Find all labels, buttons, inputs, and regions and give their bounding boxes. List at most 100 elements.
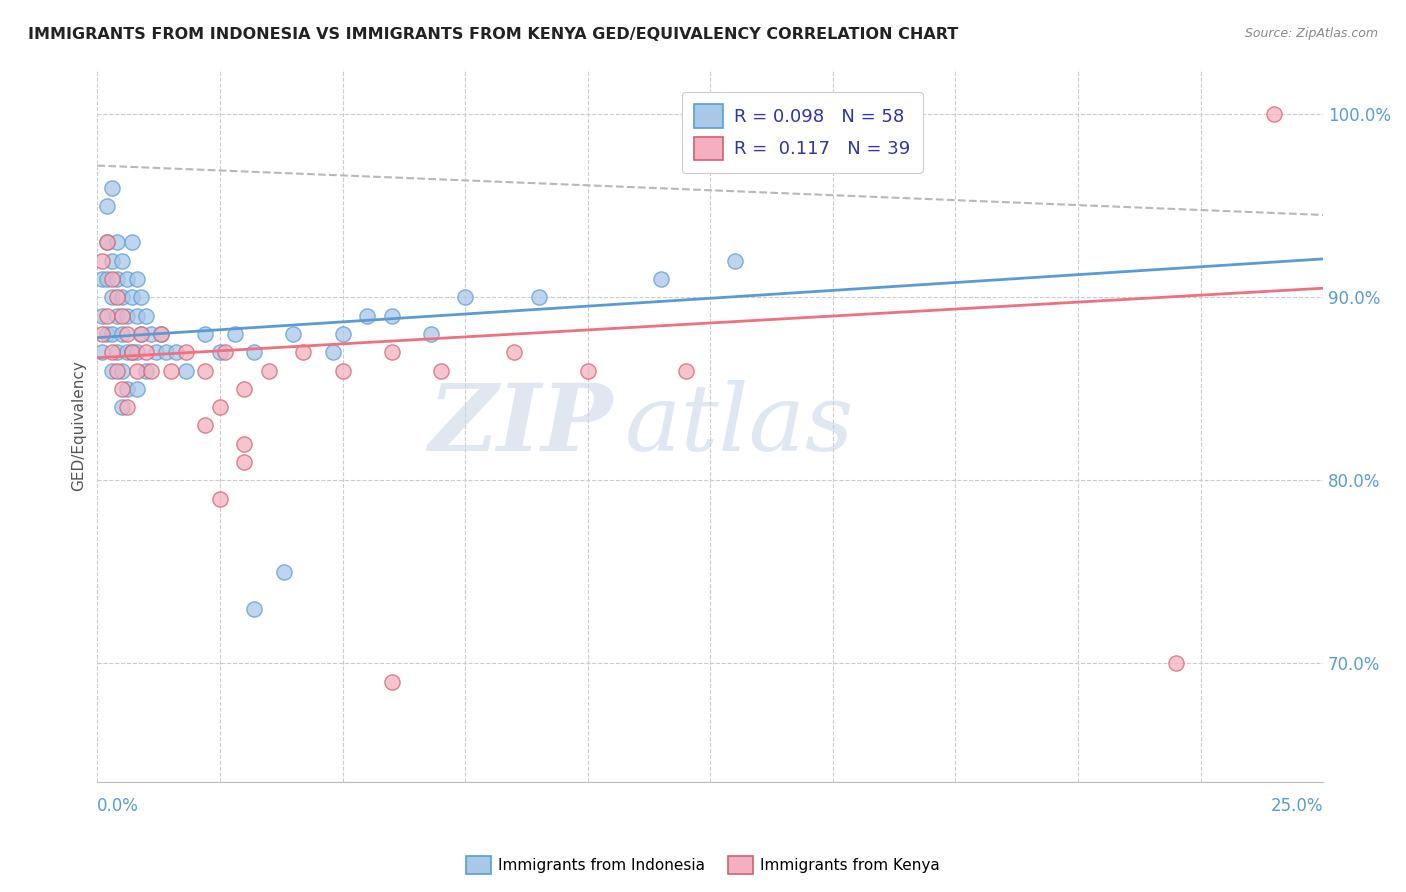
- Point: [91, 326, 114, 341]
- Point: [208, 345, 231, 359]
- Point: [105, 235, 128, 250]
- Point: [125, 272, 148, 286]
- Point: [91, 253, 114, 268]
- Point: [111, 253, 134, 268]
- Point: [243, 601, 266, 615]
- Point: [105, 290, 128, 304]
- Point: [115, 400, 138, 414]
- Point: [174, 363, 197, 377]
- Point: [194, 418, 217, 433]
- Point: [283, 326, 305, 341]
- Point: [105, 345, 128, 359]
- Point: [111, 382, 134, 396]
- Point: [115, 382, 138, 396]
- Point: [105, 309, 128, 323]
- Text: Source: ZipAtlas.com: Source: ZipAtlas.com: [1244, 27, 1378, 40]
- Point: [503, 345, 526, 359]
- Point: [101, 290, 124, 304]
- Point: [380, 674, 402, 689]
- Point: [332, 363, 354, 377]
- Point: [194, 326, 217, 341]
- Point: [1164, 657, 1187, 671]
- Point: [101, 363, 124, 377]
- Point: [131, 326, 153, 341]
- Point: [160, 363, 183, 377]
- Point: [96, 235, 118, 250]
- Point: [111, 326, 134, 341]
- Text: 25.0%: 25.0%: [1271, 797, 1323, 815]
- Text: ZIP: ZIP: [427, 381, 612, 470]
- Point: [91, 345, 114, 359]
- Point: [121, 345, 143, 359]
- Point: [131, 290, 153, 304]
- Point: [125, 309, 148, 323]
- Point: [419, 326, 441, 341]
- Point: [125, 382, 148, 396]
- Point: [233, 455, 256, 469]
- Point: [141, 363, 163, 377]
- Text: 0.0%: 0.0%: [97, 797, 139, 815]
- Point: [101, 345, 124, 359]
- Point: [135, 309, 157, 323]
- Point: [111, 400, 134, 414]
- Point: [214, 345, 236, 359]
- Point: [121, 290, 143, 304]
- Point: [224, 326, 246, 341]
- Point: [115, 309, 138, 323]
- Point: [125, 363, 148, 377]
- Point: [356, 309, 378, 323]
- Point: [101, 326, 124, 341]
- Point: [105, 272, 128, 286]
- Point: [1263, 107, 1285, 121]
- Point: [208, 400, 231, 414]
- Point: [125, 345, 148, 359]
- Point: [724, 253, 747, 268]
- Point: [233, 437, 256, 451]
- Point: [208, 491, 231, 506]
- Point: [527, 290, 550, 304]
- Point: [111, 290, 134, 304]
- Point: [650, 272, 672, 286]
- Point: [145, 345, 167, 359]
- Y-axis label: GED/Equivalency: GED/Equivalency: [72, 360, 86, 491]
- Legend: R = 0.098   N = 58, R =  0.117   N = 39: R = 0.098 N = 58, R = 0.117 N = 39: [682, 92, 922, 172]
- Point: [454, 290, 477, 304]
- Point: [141, 326, 163, 341]
- Point: [96, 199, 118, 213]
- Text: atlas: atlas: [624, 381, 853, 470]
- Point: [111, 309, 134, 323]
- Point: [115, 345, 138, 359]
- Point: [155, 345, 177, 359]
- Point: [115, 326, 138, 341]
- Point: [115, 272, 138, 286]
- Point: [675, 363, 697, 377]
- Point: [135, 363, 157, 377]
- Point: [165, 345, 187, 359]
- Point: [150, 326, 173, 341]
- Point: [257, 363, 280, 377]
- Point: [292, 345, 315, 359]
- Text: IMMIGRANTS FROM INDONESIA VS IMMIGRANTS FROM KENYA GED/EQUIVALENCY CORRELATION C: IMMIGRANTS FROM INDONESIA VS IMMIGRANTS …: [28, 27, 959, 42]
- Point: [131, 326, 153, 341]
- Point: [273, 565, 295, 579]
- Point: [429, 363, 451, 377]
- Point: [91, 272, 114, 286]
- Point: [121, 235, 143, 250]
- Legend: Immigrants from Indonesia, Immigrants from Kenya: Immigrants from Indonesia, Immigrants fr…: [460, 850, 946, 880]
- Point: [96, 326, 118, 341]
- Point: [101, 253, 124, 268]
- Point: [96, 235, 118, 250]
- Point: [101, 180, 124, 194]
- Point: [332, 326, 354, 341]
- Point: [121, 345, 143, 359]
- Point: [194, 363, 217, 377]
- Point: [101, 272, 124, 286]
- Point: [96, 272, 118, 286]
- Point: [105, 363, 128, 377]
- Point: [322, 345, 344, 359]
- Point: [576, 363, 599, 377]
- Point: [233, 382, 256, 396]
- Point: [174, 345, 197, 359]
- Point: [243, 345, 266, 359]
- Point: [380, 309, 402, 323]
